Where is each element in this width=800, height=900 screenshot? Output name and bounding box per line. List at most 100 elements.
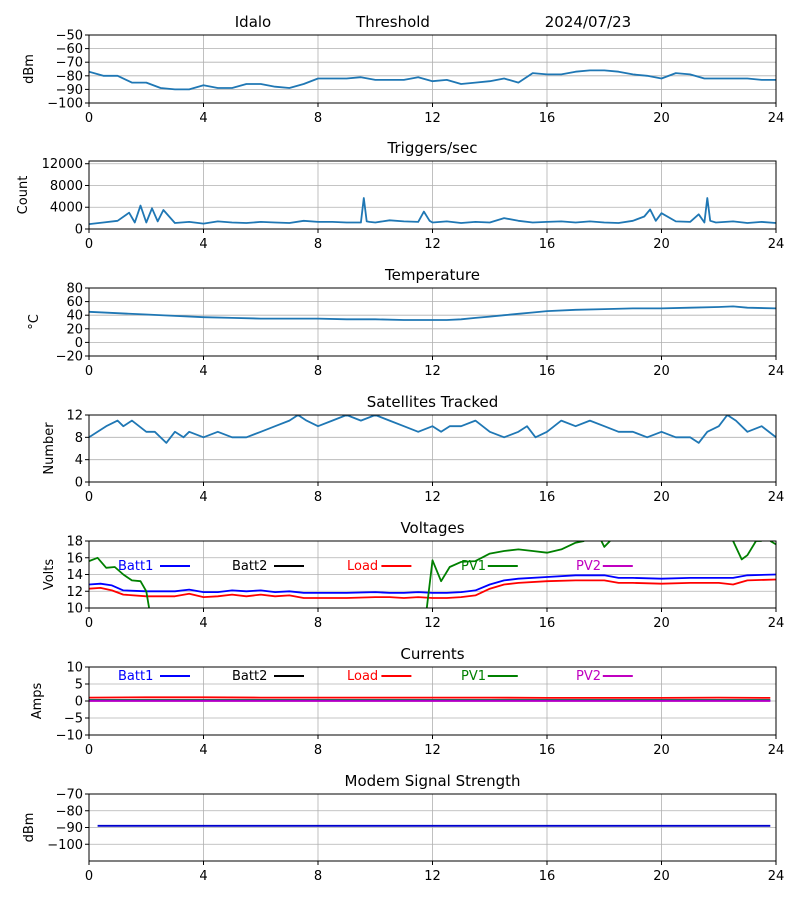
y-tick-label: 8 xyxy=(75,431,83,446)
x-tick-label: 8 xyxy=(314,616,322,631)
x-tick-label: 4 xyxy=(199,869,207,884)
legend-label: Load xyxy=(347,559,378,574)
legend-label: Batt1 xyxy=(118,669,153,684)
y-tick-label: 14 xyxy=(66,568,83,583)
plot-area xyxy=(89,197,776,225)
plot-area xyxy=(89,541,776,608)
chart-title: Temperature xyxy=(384,266,480,284)
y-tick-label: 0 xyxy=(75,336,83,351)
x-tick-label: 8 xyxy=(314,364,322,379)
x-tick-label: 12 xyxy=(424,869,441,884)
x-tick-label: 16 xyxy=(539,237,556,252)
x-tick-label: 0 xyxy=(85,869,93,884)
panel-1: 0 4 8 12 16 20 24 0 4000 8000 12000 Count Triggers/s… xyxy=(16,139,784,252)
legend-label: Load xyxy=(347,669,378,684)
y-tick-label: 0 xyxy=(75,223,83,238)
x-tick-label: 12 xyxy=(424,616,441,631)
x-tick-label: 8 xyxy=(314,111,322,126)
series-line xyxy=(89,415,776,444)
plot-area xyxy=(89,415,776,444)
plot-area xyxy=(89,69,776,91)
legend-label: Batt2 xyxy=(232,669,267,684)
legend-label: PV1 xyxy=(461,669,486,684)
x-tick-label: 24 xyxy=(768,616,785,631)
y-tick-label: −90 xyxy=(56,821,83,836)
x-tick-label: 4 xyxy=(199,490,207,505)
y-tick-label: −80 xyxy=(56,69,83,84)
chart-title-part: Threshold xyxy=(355,13,430,31)
y-tick-label: 20 xyxy=(66,322,83,337)
y-tick-label: 0 xyxy=(75,695,83,710)
y-tick-label: 16 xyxy=(66,551,83,566)
y-axis-label: Volts xyxy=(42,559,57,591)
y-tick-label: −100 xyxy=(47,838,83,853)
x-tick-label: 4 xyxy=(199,364,207,379)
y-axis-label: Number xyxy=(42,422,57,475)
y-tick-label: 12 xyxy=(66,409,83,424)
legend-label: Batt2 xyxy=(232,559,267,574)
y-tick-label: 0 xyxy=(75,476,83,491)
x-tick-label: 4 xyxy=(199,743,207,758)
x-tick-label: 0 xyxy=(85,364,93,379)
y-tick-label: −10 xyxy=(56,729,83,744)
x-tick-label: 8 xyxy=(314,490,322,505)
series-line-pv1 xyxy=(732,541,762,561)
y-tick-label: −80 xyxy=(56,804,83,819)
x-tick-label: 4 xyxy=(199,616,207,631)
chart-title: Satellites Tracked xyxy=(367,393,498,411)
legend-label: Batt1 xyxy=(118,559,153,574)
y-axis-label: dBm xyxy=(22,54,37,84)
x-tick-label: 16 xyxy=(539,111,556,126)
y-tick-label: 60 xyxy=(66,295,83,310)
x-tick-label: 24 xyxy=(768,490,785,505)
y-tick-label: 12 xyxy=(66,585,83,600)
x-tick-label: 12 xyxy=(424,490,441,505)
series-line-load xyxy=(89,696,771,699)
x-tick-label: 16 xyxy=(539,743,556,758)
chart-title-part: Idalo xyxy=(235,13,271,31)
chart-title: Modem Signal Strength xyxy=(345,772,521,790)
y-axis-label: dBm xyxy=(22,813,37,843)
y-tick-label: 4 xyxy=(75,453,83,468)
x-tick-label: 24 xyxy=(768,869,785,884)
panel-5: 0 4 8 12 16 20 24 −10 −5 0 5 10 Amps Currents Batt1 Bat… xyxy=(30,645,784,758)
panel-0: 0 4 8 12 16 20 24 −100−90−80−70−60−50 dBm Idalo Th… xyxy=(22,13,784,126)
x-tick-label: 8 xyxy=(314,869,322,884)
series-line xyxy=(89,197,776,225)
chart-title: Voltages xyxy=(400,519,464,537)
y-axis-label: Count xyxy=(16,176,31,215)
series-line-pv1 xyxy=(769,541,776,546)
x-tick-label: 24 xyxy=(768,364,785,379)
x-tick-label: 24 xyxy=(768,743,785,758)
y-tick-label: −60 xyxy=(56,42,83,57)
x-tick-label: 0 xyxy=(85,743,93,758)
x-tick-label: 12 xyxy=(424,111,441,126)
x-tick-label: 20 xyxy=(653,364,670,379)
x-tick-label: 0 xyxy=(85,616,93,631)
chart-title: Triggers/sec xyxy=(387,139,478,157)
series-line-pv1 xyxy=(425,541,585,608)
panel-6: 0 4 8 12 16 20 24 −100 −90 −80−70 dBm Modem Signal … xyxy=(22,772,784,884)
plot-area xyxy=(89,305,776,321)
x-tick-label: 4 xyxy=(199,237,207,252)
y-tick-label: 10 xyxy=(66,602,83,617)
panel-3: 0 4 8 12 16 20 24 0 4 8 12 Number Satellites Tracked xyxy=(42,393,784,505)
series-line xyxy=(89,69,776,91)
y-tick-label: 4000 xyxy=(50,201,83,216)
y-tick-label: 18 xyxy=(66,535,83,550)
y-tick-label: −5 xyxy=(64,712,83,727)
legend-label: PV2 xyxy=(576,669,601,684)
x-tick-label: 12 xyxy=(424,743,441,758)
x-tick-label: 0 xyxy=(85,237,93,252)
x-tick-label: 24 xyxy=(768,111,785,126)
x-tick-label: 4 xyxy=(199,111,207,126)
plot-area xyxy=(89,696,771,702)
x-tick-label: 24 xyxy=(768,237,785,252)
x-tick-label: 20 xyxy=(653,616,670,631)
x-tick-label: 20 xyxy=(653,490,670,505)
y-tick-label: 40 xyxy=(66,309,83,324)
x-tick-label: 8 xyxy=(314,237,322,252)
x-tick-label: 20 xyxy=(653,111,670,126)
y-tick-label: −90 xyxy=(56,83,83,98)
